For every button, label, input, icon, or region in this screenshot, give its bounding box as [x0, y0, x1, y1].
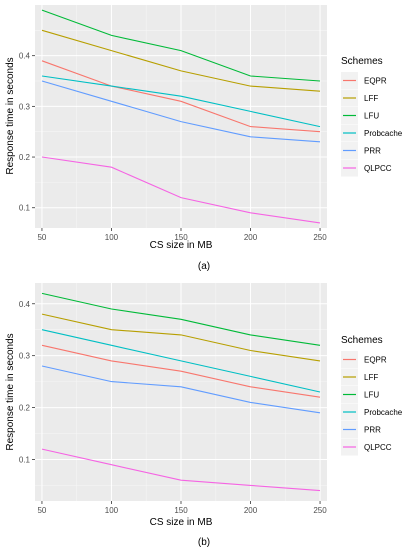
chart-b-y-tick-label-1: 0.2	[19, 404, 31, 413]
chart-b-x-tick-label-3: 200	[244, 506, 258, 515]
chart-b-legend-label-eqpr: EQPR	[364, 356, 387, 365]
chart-a-y-tick-label-1: 0.2	[19, 153, 31, 162]
chart-b-caption: (b)	[198, 537, 210, 548]
chart-b-y-tick-label-2: 0.3	[19, 352, 31, 361]
chart-b-x-tick-label-1: 100	[105, 506, 119, 515]
chart-b-series-line-qlpcc	[41, 448, 321, 492]
chart-b-series-line-probcache	[41, 329, 321, 393]
chart-b: 0.1 0.2 0.3 0.4 50 100 150 200 250 CS size in M…	[5, 283, 403, 548]
chart-a-x-tick-label-0: 50	[37, 233, 46, 242]
chart-a-legend-label-qlpcc: QLPCC	[364, 164, 392, 173]
chart-b-x-tick-label-0: 50	[37, 506, 46, 515]
chart-a-x-axis-title: CS size in MB	[150, 240, 213, 251]
chart-b-legend-label-lfu: LFU	[364, 391, 379, 400]
chart-a-series-line-prr	[41, 80, 321, 143]
chart-a-x-tick-label-1: 100	[105, 233, 119, 242]
chart-b-series-line-lfu	[41, 292, 321, 346]
chart-a-legend-label-lfu: LFU	[364, 112, 379, 121]
chart-a-legend-title: Schemes	[341, 56, 383, 67]
chart-a-series-line-probcache	[41, 75, 321, 128]
chart-a-x-ticks: 50 100 150 200 250	[37, 228, 327, 242]
chart-a-legend: Schemes EQPR LFF LFU Probcache PRR QLPCC	[341, 56, 403, 177]
chart-a-y-tick-label-3: 0.4	[19, 52, 31, 61]
chart-b-series	[41, 292, 321, 492]
chart-b-legend-label-qlpcc: QLPCC	[364, 443, 392, 452]
chart-a-y-ticks: 0.1 0.2 0.3 0.4	[19, 52, 35, 213]
chart-a-legend-label-eqpr: EQPR	[364, 77, 387, 86]
chart-b-y-ticks: 0.1 0.2 0.3 0.4	[19, 300, 35, 464]
chart-b-legend-label-probcache: Probcache	[364, 408, 403, 417]
chart-b-legend-label-lff: LFF	[364, 373, 378, 382]
chart-b-y-tick-label-0: 0.1	[19, 455, 31, 464]
chart-a-series	[41, 9, 321, 224]
chart-b-x-ticks: 50 100 150 200 250	[37, 501, 327, 515]
chart-a-legend-items: EQPR LFF LFU Probcache PRR QLPCC	[341, 72, 403, 177]
chart-b-x-tick-label-4: 250	[313, 506, 327, 515]
chart-b-y-axis-title: Response time in seconds	[5, 333, 16, 450]
chart-a: 0.1 0.2 0.3 0.4 50 100 150 200 250 CS size in M…	[5, 5, 403, 272]
chart-a-legend-label-probcache: Probcache	[364, 129, 403, 138]
chart-b-series-line-eqpr	[41, 344, 321, 398]
chart-a-x-tick-label-2: 150	[174, 233, 188, 242]
chart-a-series-line-lff	[41, 29, 321, 92]
chart-a-series-line-lfu	[41, 9, 321, 82]
chart-a-legend-label-lff: LFF	[364, 94, 378, 103]
chart-b-legend-label-prr: PRR	[364, 426, 381, 435]
chart-b-legend-items: EQPR LFF LFU Probcache PRR QLPCC	[341, 351, 403, 456]
chart-b-gridlines	[35, 283, 327, 501]
chart-a-x-tick-label-4: 250	[313, 233, 327, 242]
chart-b-series-line-lff	[41, 313, 321, 362]
chart-a-y-tick-label-0: 0.1	[19, 204, 31, 213]
chart-b-x-axis-title: CS size in MB	[150, 517, 213, 528]
chart-a-series-line-qlpcc	[41, 156, 321, 224]
chart-b-x-tick-label-2: 150	[174, 506, 188, 515]
chart-b-legend: Schemes EQPR LFF LFU Probcache PRR QLPCC	[341, 335, 403, 456]
chart-a-y-tick-label-2: 0.3	[19, 102, 31, 111]
chart-b-y-tick-label-3: 0.4	[19, 300, 31, 309]
chart-a-x-tick-label-3: 200	[244, 233, 258, 242]
chart-a-y-axis-title: Response time in seconds	[5, 57, 16, 174]
chart-a-legend-label-prr: PRR	[364, 147, 381, 156]
chart-b-series-line-prr	[41, 365, 321, 414]
chart-a-caption: (a)	[198, 261, 210, 272]
chart-b-legend-title: Schemes	[341, 335, 383, 346]
chart-a-gridlines	[35, 5, 327, 228]
chart-a-series-line-eqpr	[41, 60, 321, 133]
